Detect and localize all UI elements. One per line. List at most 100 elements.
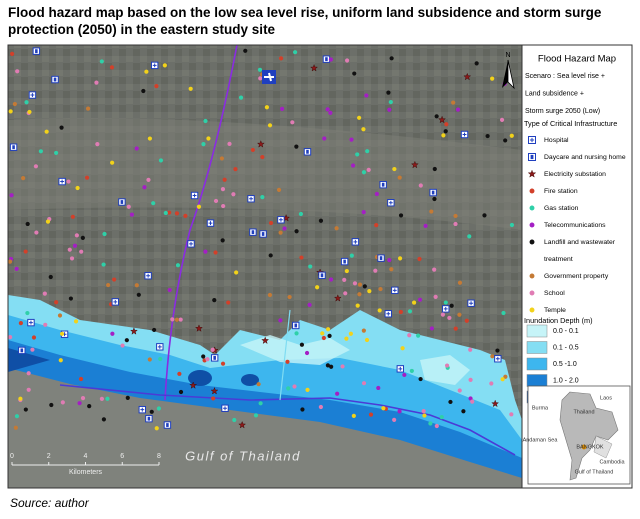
infrastructure-title: Type of Critical Infrastructure <box>524 119 617 128</box>
marker-star <box>333 294 342 302</box>
marker-dot <box>325 327 331 332</box>
marker-dot <box>489 381 494 386</box>
marker-dot <box>529 273 535 279</box>
scale-unit: Kilometers <box>69 469 103 476</box>
marker-dot <box>267 292 273 298</box>
marker-dot <box>23 407 28 412</box>
marker-star <box>261 336 270 345</box>
marker-dot <box>212 297 217 303</box>
marker-dot <box>196 204 202 209</box>
marker-dot <box>434 423 439 429</box>
marker-glyph <box>343 259 346 264</box>
marker-dot <box>416 333 421 338</box>
marker-dot <box>457 388 462 393</box>
marker-dot <box>260 154 265 160</box>
legend: Flood Hazard Map Scenaro : Sea level rise… <box>524 54 626 404</box>
marker-dot <box>264 105 270 110</box>
marker-dot <box>105 396 110 401</box>
marker-dot <box>201 354 206 359</box>
marker-dot <box>84 175 90 180</box>
marker-dot <box>299 342 305 347</box>
marker-dot <box>129 212 135 217</box>
marker-dot <box>373 268 378 273</box>
marker-dot <box>220 361 226 366</box>
marker-star <box>310 64 318 72</box>
marker-dot <box>27 109 32 115</box>
marker-dot <box>325 363 330 368</box>
scale-tick-label: 8 <box>157 453 161 460</box>
marker-glyph <box>192 193 197 198</box>
marker-dot <box>146 177 151 182</box>
marker-dot <box>361 209 366 215</box>
marker-dot <box>142 185 147 190</box>
marker-dot <box>233 167 238 172</box>
marker-dot <box>453 213 458 219</box>
marker-dot <box>174 211 180 216</box>
marker-star <box>491 399 500 408</box>
marker-dot <box>59 331 65 336</box>
label-line: treatment <box>544 256 573 263</box>
marker-glyph <box>294 323 298 328</box>
scale-tick-label: 2 <box>47 453 51 460</box>
marker-dot <box>378 286 383 292</box>
scale-tick-label: 4 <box>84 453 88 460</box>
infrastructure-label: Government property <box>544 273 609 280</box>
marker-dot <box>18 396 23 401</box>
marker-dot <box>226 300 231 305</box>
marker-dot <box>509 412 514 417</box>
marker-dot <box>101 262 106 267</box>
marker-dot <box>362 284 367 289</box>
marker-dot <box>377 308 382 313</box>
marker-dot <box>253 413 259 418</box>
marker-dot <box>457 280 463 285</box>
marker-glyph <box>431 190 435 195</box>
marker-glyph <box>157 344 162 349</box>
marker-dot <box>448 399 453 405</box>
inset-label: Laos <box>600 395 612 401</box>
marker-dot <box>294 331 299 336</box>
marker-dot <box>219 156 224 161</box>
marker-dot <box>203 118 208 124</box>
marker-dot <box>292 384 297 389</box>
scale-tick-label: 6 <box>120 453 124 460</box>
marker-dot <box>25 310 30 316</box>
marker-dot <box>54 150 59 156</box>
marker-glyph <box>147 416 151 421</box>
label-line: Landfill and wastewater <box>544 239 616 246</box>
marker-dot <box>38 149 43 154</box>
marker-glyph <box>166 423 169 427</box>
marker-glyph <box>113 299 118 304</box>
marker-dot <box>178 389 184 395</box>
marker-dot <box>357 292 362 297</box>
marker-dot <box>106 282 111 288</box>
marker-dot <box>400 346 405 351</box>
marker-dot <box>59 125 64 130</box>
depth-swatch <box>526 341 548 354</box>
marker-dot <box>421 409 426 414</box>
marker-dot <box>349 253 354 258</box>
marker-dot <box>355 303 360 308</box>
marker-dot <box>397 256 403 261</box>
marker-dot <box>366 167 371 172</box>
marker-star <box>210 387 219 395</box>
marker-dot <box>327 333 332 339</box>
marker-dot <box>364 337 370 343</box>
marker-dot <box>260 195 265 200</box>
marker-dot <box>70 214 75 219</box>
marker-dot <box>423 223 428 229</box>
marker-dot <box>495 348 500 353</box>
marker-dot <box>48 274 53 280</box>
marker-dot <box>110 160 115 165</box>
marker-dot <box>429 209 434 214</box>
marker-glyph <box>208 221 213 226</box>
marker-dot <box>485 133 490 139</box>
marker-glyph <box>320 273 324 278</box>
marker-glyph <box>189 241 193 246</box>
marker-dot <box>213 198 219 204</box>
marker-dot <box>80 235 85 240</box>
marker-dot <box>490 76 495 81</box>
marker-dot <box>417 256 422 262</box>
marker-dot <box>529 222 535 228</box>
marker-glyph <box>251 230 255 235</box>
